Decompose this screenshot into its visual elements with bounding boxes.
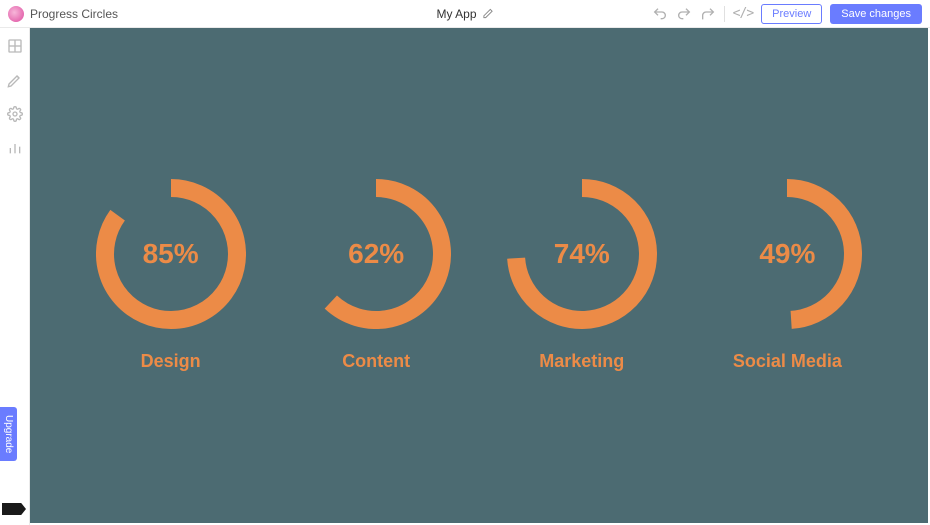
topbar-center: My App [436, 7, 493, 21]
undo-icon[interactable] [652, 6, 668, 22]
app-name[interactable]: My App [436, 7, 476, 21]
redo-icon[interactable] [676, 6, 692, 22]
layout-icon[interactable] [7, 38, 23, 54]
more-icon[interactable] [700, 6, 716, 22]
topbar-right: </> Preview Save changes [652, 4, 922, 24]
progress-item: 49% Social Media [712, 179, 862, 372]
app-logo-icon[interactable] [8, 6, 24, 22]
separator [724, 6, 725, 22]
preview-button[interactable]: Preview [761, 4, 822, 24]
corner-badge-icon [2, 503, 26, 515]
canvas: 85% Design 62% Content 74% Marketing 49% Social… [30, 28, 928, 523]
analytics-icon[interactable] [7, 140, 23, 156]
progress-percent: 85% [96, 179, 246, 329]
save-button[interactable]: Save changes [830, 4, 922, 24]
progress-ring: 74% [507, 179, 657, 329]
page-title: Progress Circles [30, 7, 118, 21]
progress-item: 85% Design [96, 179, 246, 372]
code-icon[interactable]: </> [733, 6, 753, 21]
progress-percent: 49% [712, 179, 862, 329]
progress-label: Social Media [733, 351, 842, 372]
progress-item: 62% Content [301, 179, 451, 372]
upgrade-button[interactable]: Upgrade [0, 407, 17, 461]
settings-icon[interactable] [7, 106, 23, 122]
topbar: Progress Circles My App </> Preview Save… [0, 0, 930, 28]
progress-ring: 49% [712, 179, 862, 329]
progress-label: Marketing [539, 351, 624, 372]
upgrade-label: Upgrade [3, 415, 14, 453]
progress-ring: 62% [301, 179, 451, 329]
topbar-left: Progress Circles [8, 6, 118, 22]
edit-app-name-icon[interactable] [483, 8, 494, 19]
progress-percent: 62% [301, 179, 451, 329]
design-icon[interactable] [7, 72, 23, 88]
progress-item: 74% Marketing [507, 179, 657, 372]
progress-label: Design [141, 351, 201, 372]
progress-ring: 85% [96, 179, 246, 329]
progress-percent: 74% [507, 179, 657, 329]
progress-label: Content [342, 351, 410, 372]
